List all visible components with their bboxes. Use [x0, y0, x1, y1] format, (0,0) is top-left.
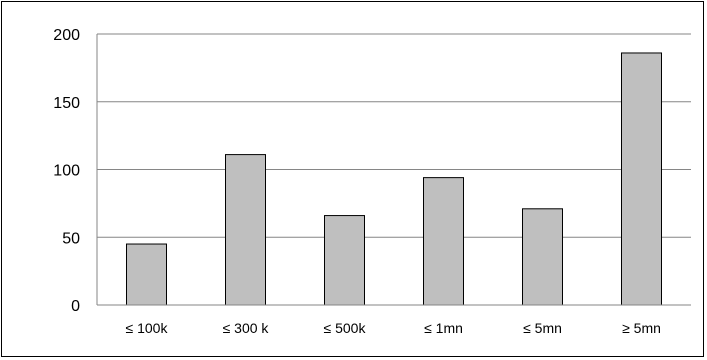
bar: [522, 208, 563, 306]
y-tick-label: 0: [71, 298, 80, 315]
bars: [126, 52, 662, 306]
axes: [96, 34, 691, 306]
y-tick-label: 200: [53, 27, 80, 44]
bar: [423, 177, 464, 306]
x-category-label: ≥ 5mn: [622, 320, 661, 336]
bar: [225, 154, 266, 306]
x-category-label: ≤ 300 k: [223, 320, 270, 336]
gridlines: [97, 33, 691, 238]
x-category-labels: ≤ 100k ≤ 300 k ≤ 500k ≤ 1mn ≤ 5mn ≥ 5mn: [126, 320, 661, 336]
bar: [621, 52, 662, 306]
y-tick-label: 50: [62, 230, 80, 247]
bar: [126, 243, 167, 306]
y-tick-label: 150: [53, 95, 80, 112]
x-category-label: ≤ 100k: [126, 320, 169, 336]
bar: [324, 215, 365, 306]
x-category-label: ≤ 5mn: [523, 320, 562, 336]
y-tick-labels: 0 50 100 150 200: [53, 27, 80, 315]
y-tick-label: 100: [53, 163, 80, 180]
x-category-label: ≤ 500k: [324, 320, 367, 336]
x-category-label: ≤ 1mn: [424, 320, 463, 336]
